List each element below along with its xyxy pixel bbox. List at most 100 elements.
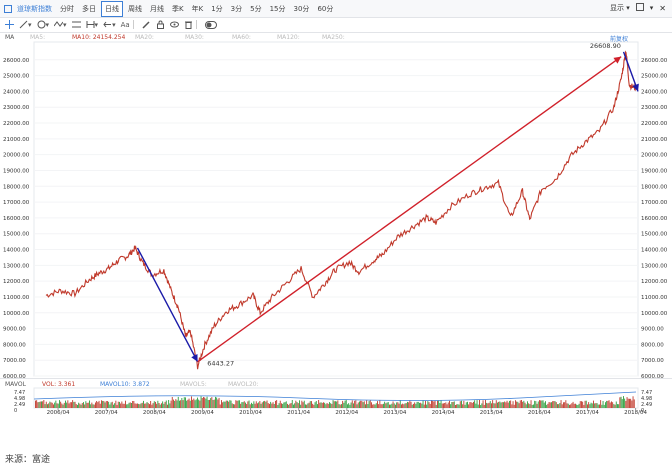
volume-bar <box>233 404 234 408</box>
volume-bar <box>242 402 244 408</box>
volume-bar <box>221 400 222 408</box>
volume-bar <box>260 403 262 408</box>
volume-bar <box>600 400 602 408</box>
volume-bar <box>240 403 242 408</box>
volume-bar <box>440 400 442 408</box>
volume-bar <box>353 403 354 408</box>
volume-bar <box>197 397 198 408</box>
volume-bar <box>506 400 508 408</box>
mavol-label[interactable]: MAVOL <box>5 381 26 388</box>
volume-bar <box>434 400 436 408</box>
volume-bar <box>230 400 232 408</box>
volume-bar <box>44 404 46 408</box>
volume-bar <box>411 404 413 408</box>
chevron-down-icon[interactable]: ▾ <box>649 4 654 12</box>
volume-bar <box>489 401 491 408</box>
volume-bar <box>111 401 113 408</box>
volume-bar <box>195 399 197 408</box>
volume-tick-label-left: 2.49 <box>14 402 25 408</box>
volume-bar <box>35 400 36 408</box>
volume-bar <box>533 404 534 408</box>
volume-bar <box>389 404 390 408</box>
ma-label[interactable]: MA <box>5 34 15 41</box>
volume-bar <box>189 400 191 408</box>
volume-bar <box>311 401 312 408</box>
tab-timeshare[interactable]: 分时 <box>60 4 74 13</box>
volume-bar <box>63 402 65 408</box>
pen-icon[interactable] <box>142 20 151 29</box>
volume-bar <box>327 403 329 408</box>
channel-tool-icon[interactable] <box>71 20 81 29</box>
volume-bar <box>408 402 410 408</box>
tab-30min[interactable]: 30分 <box>293 4 310 13</box>
volume-bar <box>620 396 622 408</box>
sidebar-toggle-icon[interactable] <box>4 4 12 13</box>
tab-weekly[interactable]: 周线 <box>128 4 142 13</box>
tab-multiday[interactable]: 多日 <box>82 4 96 13</box>
y-tick-label-left: 10000.00 <box>3 311 30 317</box>
tab-monthly[interactable]: 月线 <box>150 4 164 13</box>
volume-bar <box>467 401 468 408</box>
volume-bar <box>513 404 515 408</box>
index-name[interactable]: 道琼斯指数 <box>17 4 52 13</box>
toolbar-divider <box>132 20 134 29</box>
wave-tool-icon[interactable]: ▾ <box>54 20 67 29</box>
eye-icon[interactable] <box>169 20 179 29</box>
trash-icon[interactable] <box>184 20 193 29</box>
tab-quarterly[interactable]: 季K <box>172 4 184 13</box>
volume-bar <box>255 401 257 408</box>
volume-bar <box>210 398 212 408</box>
arrow-tool-icon[interactable]: ▾ <box>103 20 116 29</box>
range-tool-icon[interactable]: ▾ <box>86 20 98 29</box>
volume-bar <box>557 404 558 408</box>
tab-15min[interactable]: 15分 <box>269 4 286 13</box>
volume-bar <box>488 402 490 408</box>
volume-indicator-bar: MAVOL VOL: 3.361 MAVOL10: 3.872 MAVOL5: … <box>0 378 672 389</box>
volume-bar <box>103 401 105 408</box>
tab-yearly[interactable]: 年K <box>191 4 204 13</box>
volume-bar <box>69 402 71 408</box>
circle-tool-icon[interactable]: ▾ <box>37 20 49 29</box>
volume-bar <box>362 402 364 408</box>
close-icon[interactable]: ✕ <box>659 3 666 13</box>
tab-daily[interactable]: 日线 <box>101 0 123 17</box>
volume-bar <box>163 403 165 408</box>
volume-bar <box>587 404 588 408</box>
volume-bar <box>205 398 207 408</box>
period-toolbar: 道琼斯指数 分时 多日 日线 周线 月线 季K 年K 1分 3分 5分 15分 … <box>0 0 672 18</box>
y-tick-label-left: 25000.00 <box>3 74 30 80</box>
text-tool-icon[interactable]: Aa <box>120 20 130 29</box>
volume-bar <box>551 402 552 408</box>
volume-bar <box>137 403 138 408</box>
y-tick-label-right: 26000.00 <box>641 58 668 64</box>
tab-1min[interactable]: 1分 <box>211 4 223 13</box>
recovery-mode[interactable]: 前复权 <box>610 36 629 43</box>
lock-icon[interactable] <box>156 20 165 29</box>
volume-bar <box>110 402 112 408</box>
tab-3min[interactable]: 3分 <box>230 4 243 13</box>
volume-bar <box>621 399 623 408</box>
volume-bar <box>417 401 419 408</box>
volume-bar <box>471 402 473 408</box>
volume-bar <box>495 400 497 408</box>
line-tool-icon[interactable]: ▾ <box>19 20 32 29</box>
volume-bar <box>199 400 201 408</box>
toggle-icon[interactable] <box>204 20 217 29</box>
volume-bar <box>212 400 214 408</box>
volume-bar <box>344 400 346 408</box>
tab-5min[interactable]: 5分 <box>250 4 262 13</box>
display-menu[interactable]: 显示 ▾ <box>610 4 630 12</box>
volume-bar <box>182 400 184 408</box>
volume-bar <box>378 404 380 408</box>
layout-icon[interactable] <box>635 3 644 13</box>
volume-bar <box>125 400 126 408</box>
volume-bar <box>49 401 51 408</box>
tab-60min[interactable]: 60分 <box>317 4 334 13</box>
volume-bar <box>113 404 114 408</box>
y-tick-label-right: 19000.00 <box>641 168 668 174</box>
move-icon[interactable] <box>5 20 14 29</box>
volume-tick-label-right: 4.98 <box>641 396 652 402</box>
volume-bar <box>299 400 300 408</box>
volume-bar <box>590 402 592 408</box>
volume-bar <box>122 403 124 408</box>
